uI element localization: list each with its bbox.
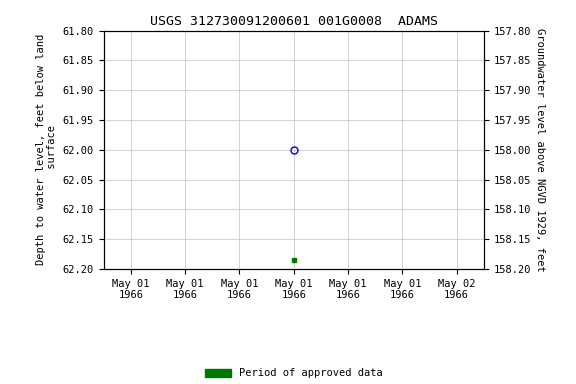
Title: USGS 312730091200601 001G0008  ADAMS: USGS 312730091200601 001G0008 ADAMS <box>150 15 438 28</box>
Legend: Period of approved data: Period of approved data <box>200 364 387 382</box>
Y-axis label: Groundwater level above NGVD 1929, feet: Groundwater level above NGVD 1929, feet <box>535 28 545 271</box>
Y-axis label: Depth to water level, feet below land
 surface: Depth to water level, feet below land su… <box>36 34 57 265</box>
